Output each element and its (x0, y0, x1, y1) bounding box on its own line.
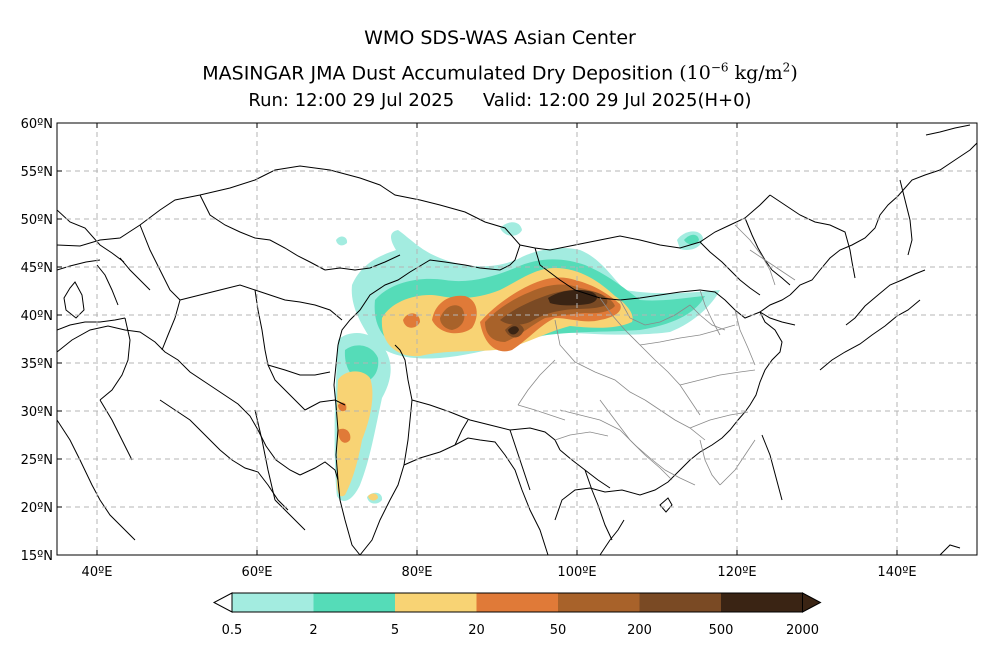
lat-tick-label: 25ºN (21, 453, 53, 468)
lat-tick-label: 20ºN (21, 501, 53, 516)
lat-lon-grid (57, 123, 977, 555)
colorbar-label: 0.5 (222, 623, 243, 638)
colorbar-label: 50 (550, 623, 567, 638)
colorbar-segment (232, 593, 314, 612)
lat-tick-label: 55ºN (21, 165, 53, 180)
province-borders (517, 224, 796, 486)
map-frame (56, 122, 978, 556)
map-area (57, 123, 977, 555)
deposition-level-50 (440, 305, 465, 330)
map-title-product: MASINGAR JMA Dust Accumulated Dry Deposi… (0, 61, 1000, 84)
longitude-axis: 40ºE 60ºE 80ºE 100ºE 120ºE 140ºE (82, 123, 917, 580)
colorbar-min-arrow (212, 592, 233, 613)
colorbar-label: 2000 (786, 623, 819, 638)
colorbar-segment (558, 593, 640, 612)
colorbar-segment (313, 593, 395, 612)
lon-tick-label: 80ºE (402, 565, 433, 580)
lat-tick-label: 50ºN (21, 213, 53, 228)
colorbar-segment (476, 593, 558, 612)
lon-tick-label: 140ºE (877, 565, 916, 580)
country-borders (57, 165, 856, 541)
colorbar-max-arrow (802, 592, 822, 613)
lat-tick-label: 45ºN (21, 261, 53, 276)
coastlines (57, 124, 977, 555)
lon-tick-label: 120ºE (717, 565, 756, 580)
colorbar-segment (395, 593, 477, 612)
colorbar-segment (639, 593, 721, 612)
map-title-time: Run: 12:00 29 Jul 2025 Valid: 12:00 29 J… (0, 90, 1000, 111)
product-name: MASINGAR JMA Dust Accumulated Dry Deposi… (202, 62, 674, 85)
lon-tick-label: 60ºE (242, 565, 273, 580)
lon-tick-label: 100ºE (557, 565, 596, 580)
lat-tick-label: 15ºN (21, 549, 53, 564)
lat-tick-label: 40ºN (21, 309, 53, 324)
unit-label: (10−6 kg/m2) (679, 61, 798, 85)
colorbar-segment (721, 593, 803, 612)
valid-time: Valid: 12:00 29 Jul 2025(H+0) (482, 90, 752, 111)
lat-tick-label: 60ºN (21, 117, 53, 132)
colorbar-label: 5 (391, 623, 399, 638)
colorbar-label: 20 (468, 623, 485, 638)
lon-tick-label: 40ºE (82, 565, 113, 580)
colorbar-label: 200 (627, 623, 652, 638)
colorbar-label: 500 (709, 623, 734, 638)
deposition-level-500 (548, 290, 597, 306)
colorbar-label: 2 (309, 623, 317, 638)
colorbar-legend: 0.5 2 5 20 50 200 500 2000 (212, 592, 822, 638)
dust-deposition-field (334, 222, 720, 504)
run-time: Run: 12:00 29 Jul 2025 (248, 90, 455, 111)
colorbar-frame (231, 592, 803, 613)
lat-tick-label: 35ºN (21, 357, 53, 372)
latitude-axis: 60ºN 55ºN 50ºN 45ºN 40ºN 35ºN 30ºN 25ºN 20ºN 15ºN (21, 117, 62, 564)
lat-tick-label: 30ºN (21, 405, 53, 420)
map-title-org: WMO SDS-WAS Asian Center (364, 27, 636, 49)
